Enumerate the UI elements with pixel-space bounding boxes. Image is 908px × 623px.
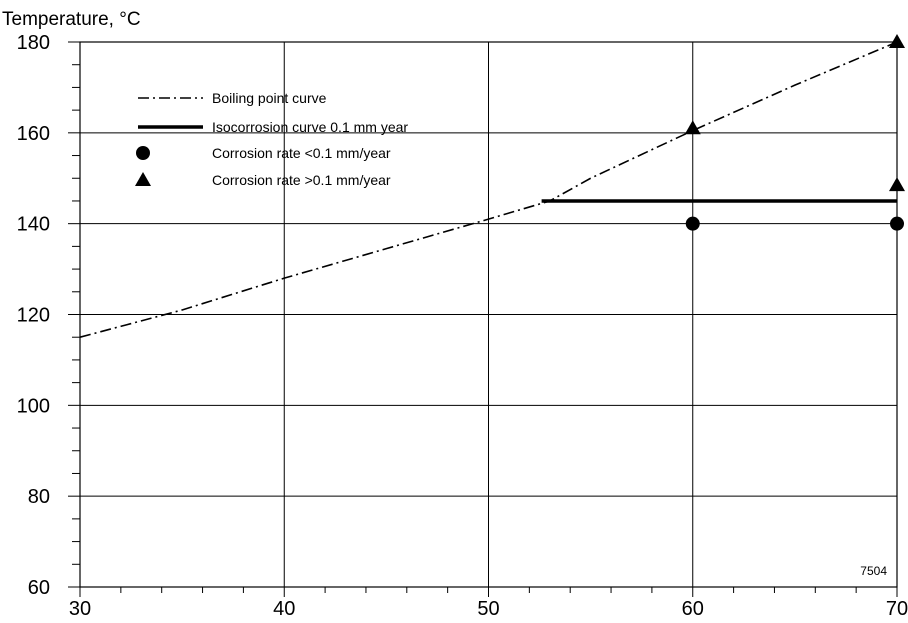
legend-swatch-circle — [136, 146, 150, 160]
marker-circle — [890, 216, 904, 231]
x-tick-label: 40 — [273, 598, 295, 620]
marker-triangle — [684, 120, 701, 135]
marker-triangle — [889, 34, 905, 48]
y-tick-label: 60 — [28, 577, 50, 599]
legend-label-boiling-point: Boiling point curve — [212, 90, 327, 106]
legend-label-rate-below: Corrosion rate <0.1 mm/year — [212, 145, 391, 161]
y-tick-label: 140 — [17, 214, 50, 236]
marker-circle — [685, 216, 700, 231]
y-tick-label: 160 — [17, 123, 50, 145]
y-tick-label: 100 — [17, 395, 50, 417]
x-tick-label: 70 — [886, 598, 908, 620]
figure-id: 7504 — [860, 564, 887, 578]
legend-swatch-triangle — [135, 172, 151, 186]
marker-triangle — [889, 177, 905, 192]
y-tick-label: 80 — [28, 486, 50, 508]
x-tick-label: 30 — [69, 598, 91, 620]
legend-label-isocorrosion: Isocorrosion curve 0.1 mm year — [212, 119, 408, 135]
y-axis-label: Temperature, °C — [2, 9, 141, 30]
series-line-boiling-point — [79, 41, 898, 338]
legend-label-rate-above: Corrosion rate >0.1 mm/year — [212, 172, 391, 188]
x-tick-label: 50 — [477, 598, 499, 620]
x-tick-label: 60 — [682, 598, 704, 620]
y-tick-label: 120 — [17, 305, 50, 327]
y-tick-label: 180 — [17, 32, 50, 54]
